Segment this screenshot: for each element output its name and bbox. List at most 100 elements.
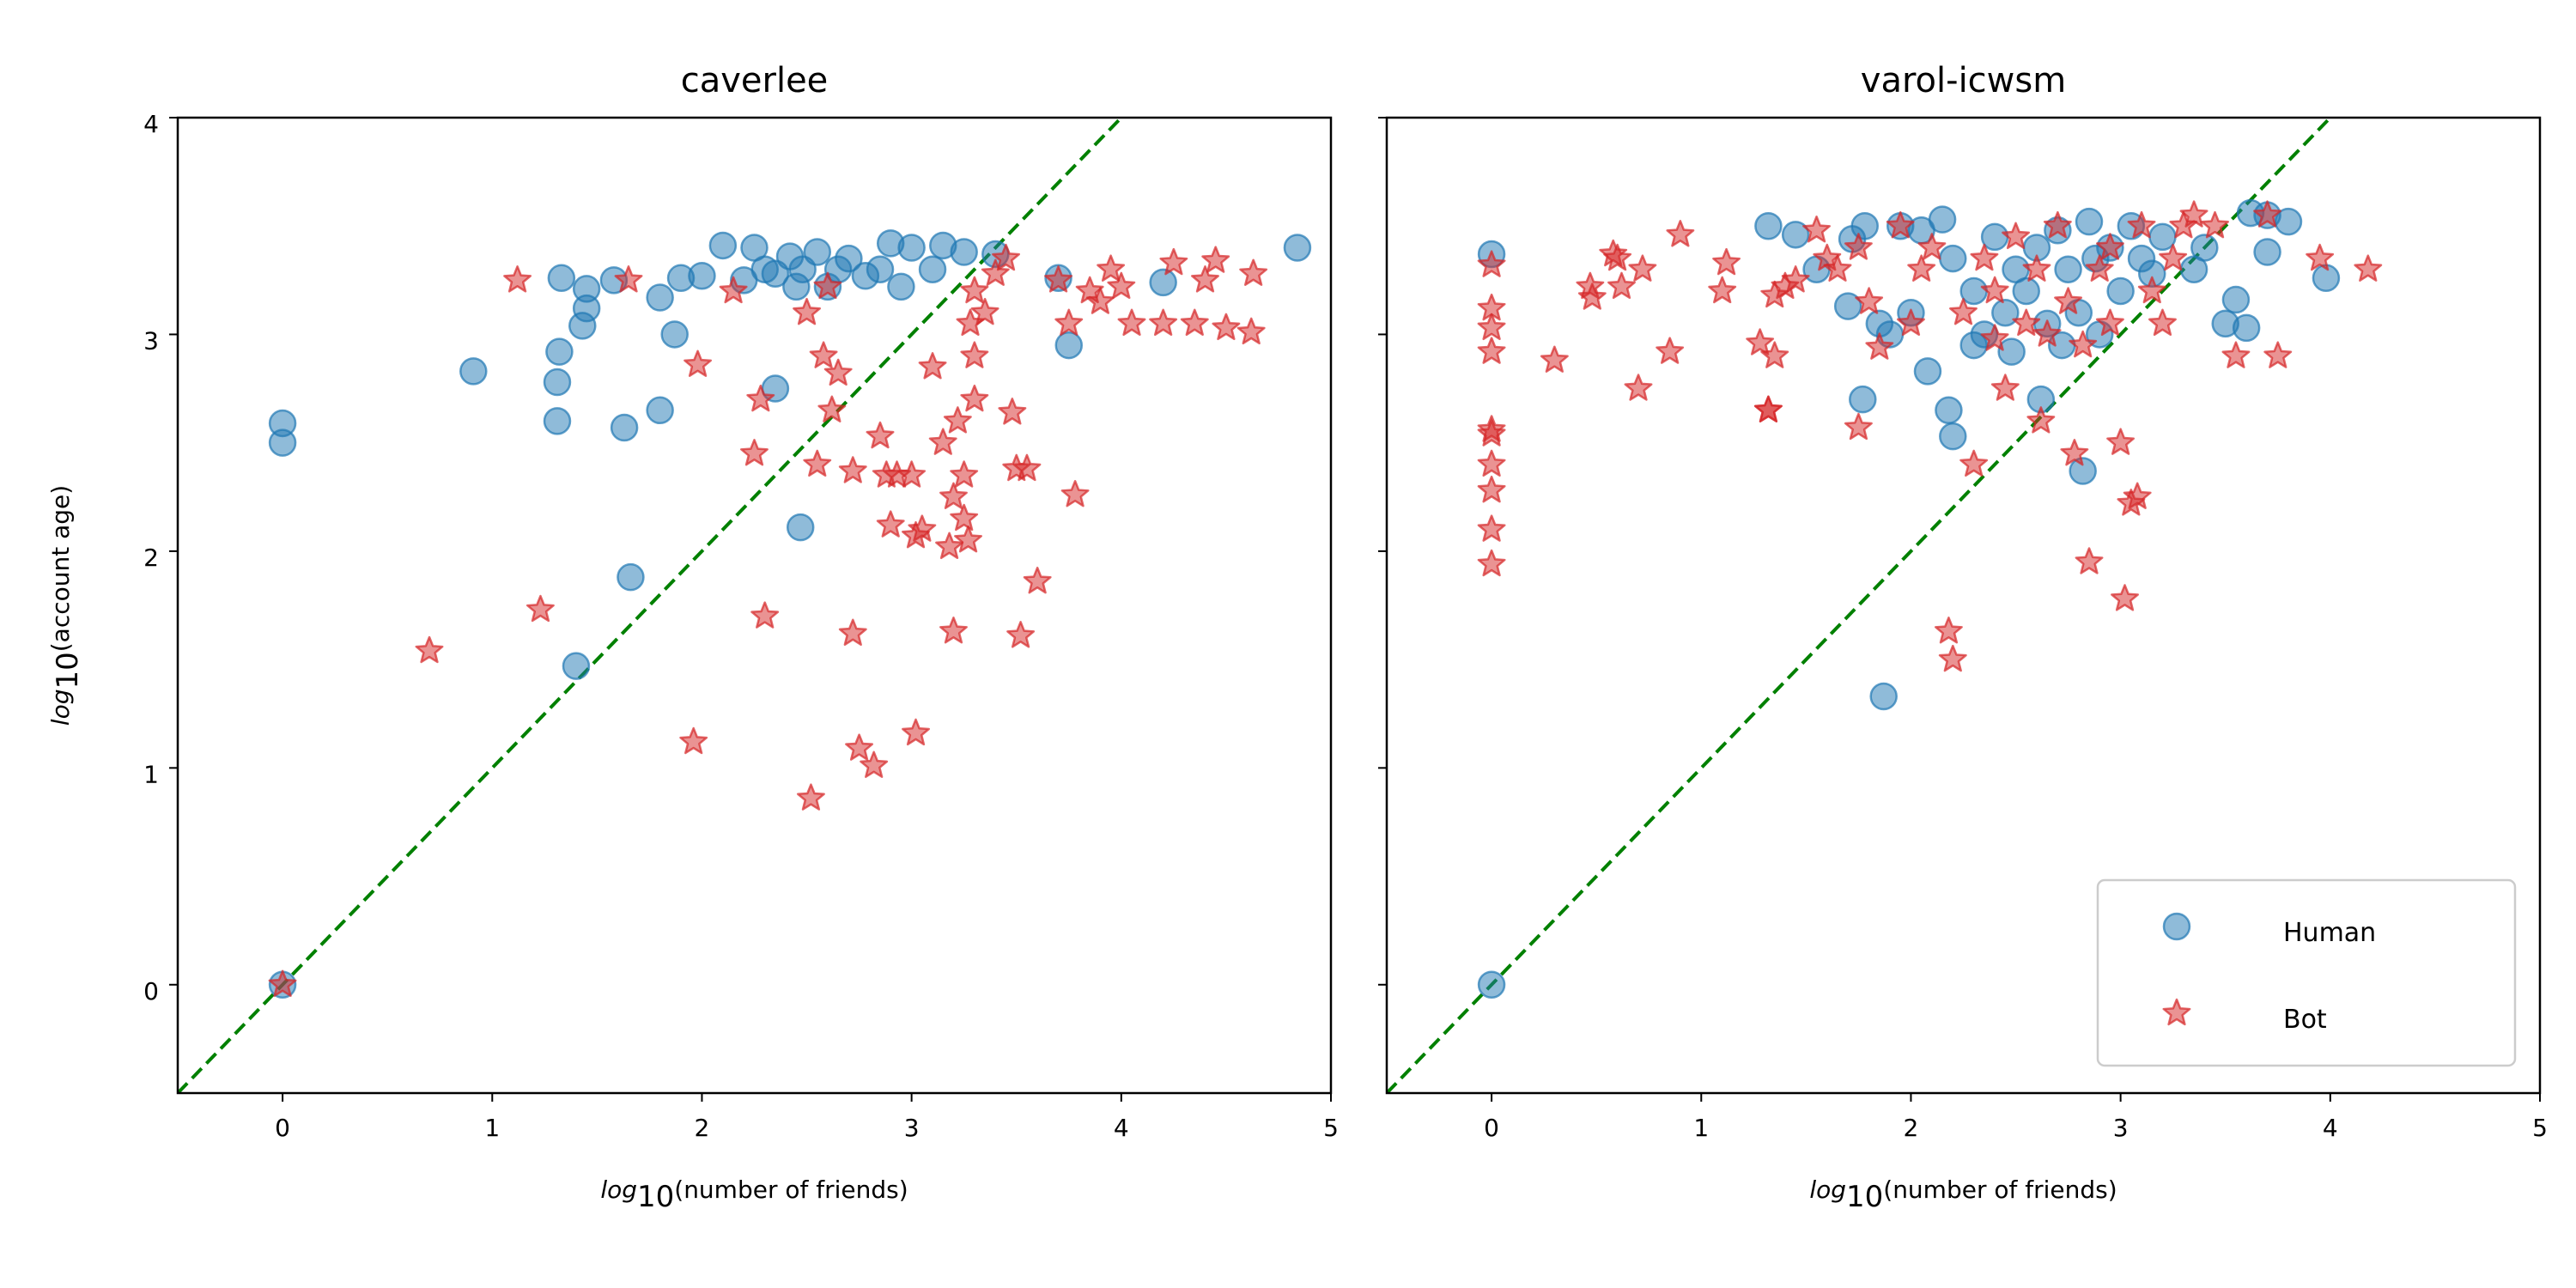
bot-point: [1180, 308, 1209, 337]
bot-point: [1760, 341, 1789, 368]
axes-frame: [1385, 116, 2542, 1095]
human-point: [543, 368, 572, 397]
bot-point: [1917, 233, 1947, 260]
bot-point: [2263, 341, 2293, 368]
human-point: [835, 244, 863, 273]
bot-point: [740, 439, 769, 466]
bot-point: [2085, 254, 2114, 282]
bot-point: [2026, 406, 2056, 434]
human-point: [897, 234, 926, 262]
bot-point: [939, 617, 968, 644]
human-point: [1959, 331, 1988, 360]
human-point: [2075, 207, 2104, 236]
bot-point: [1159, 247, 1188, 276]
bot-point: [2253, 200, 2282, 228]
bot-point: [1990, 374, 2020, 401]
bot-point: [1097, 254, 1126, 282]
bot-point: [1970, 243, 1999, 271]
bot-point: [683, 349, 713, 377]
bot-point: [2060, 439, 2089, 466]
bot-point: [960, 341, 989, 368]
bot-point: [992, 243, 1020, 271]
bot-point: [1802, 216, 1832, 243]
human-point: [459, 357, 488, 386]
human-point: [918, 255, 947, 283]
bot-point: [838, 456, 867, 483]
bot-point: [1980, 276, 2009, 304]
human-point: [1781, 221, 1810, 249]
human-point: [688, 262, 716, 290]
bot-point: [1577, 283, 1607, 310]
legend-human-marker: [2162, 912, 2191, 941]
human-point: [2274, 207, 2303, 236]
bot-point: [1477, 549, 1506, 577]
bot-point: [1477, 419, 1506, 447]
legend-bot-marker: [2162, 998, 2191, 1026]
bot-point: [803, 449, 832, 477]
bot-point: [503, 265, 532, 293]
bot-point: [1624, 374, 1653, 401]
bot-point: [935, 532, 964, 560]
bot-point: [954, 526, 983, 553]
bot-point: [845, 733, 874, 761]
x-tick-label: 2: [695, 1114, 710, 1142]
bot-point: [813, 271, 842, 300]
bot-point: [838, 618, 867, 647]
bot-point: [796, 783, 825, 811]
human-point: [708, 231, 738, 260]
legend: Human Bot: [2096, 878, 2517, 1067]
bot-point: [1212, 313, 1241, 341]
human-point: [2012, 276, 2041, 306]
bot-point: [1236, 317, 1266, 345]
human-point: [1477, 970, 1506, 999]
bot-point: [866, 421, 895, 449]
bot-point: [1477, 449, 1506, 477]
bot-point: [1934, 617, 1963, 644]
human-point: [1833, 292, 1862, 320]
bot-point: [793, 297, 822, 325]
bot-point: [679, 726, 708, 755]
human-point: [268, 428, 297, 457]
bot-point: [2095, 308, 2124, 337]
x-tick-label: 1: [484, 1114, 500, 1142]
bot-point: [817, 395, 847, 422]
bot-point: [1477, 337, 1506, 364]
bot-point: [860, 750, 889, 778]
bot-point: [2075, 547, 2104, 574]
bot-point: [2106, 428, 2136, 455]
bot-point: [1477, 475, 1506, 503]
bot-point: [2002, 222, 2031, 250]
bot-point: [1149, 308, 1178, 337]
x-tick-label: 4: [2323, 1114, 2338, 1142]
x-tick-label: 1: [1693, 1114, 1709, 1142]
bot-point: [1085, 287, 1115, 314]
bot-point: [1781, 265, 1810, 293]
bot-point: [1886, 210, 1915, 239]
bot-point: [876, 510, 905, 538]
bot-point: [1865, 332, 1894, 360]
human-point: [1913, 357, 1942, 386]
bot-point: [1823, 254, 1852, 282]
bot-point: [2221, 341, 2251, 368]
bot-point: [998, 398, 1027, 425]
bot-point: [1477, 250, 1506, 277]
plot-area: [178, 118, 1312, 1093]
human-point: [866, 255, 895, 283]
bot-point: [950, 503, 979, 532]
x-tick-label: 0: [275, 1114, 290, 1142]
bot-point: [2148, 308, 2177, 337]
bot-point: [1844, 412, 1873, 440]
human-point: [2054, 255, 2082, 283]
x-axis-label: log10(number of friends): [1809, 1176, 2117, 1214]
x-tick-label: 0: [1484, 1114, 1499, 1142]
bot-point: [970, 297, 999, 325]
bot-point: [268, 969, 297, 997]
human-point: [1754, 211, 1783, 240]
bot-point: [939, 482, 968, 509]
human-point: [1149, 268, 1177, 297]
bot-point: [2123, 482, 2152, 509]
legend-human-label: Human: [2283, 918, 2376, 948]
bot-point: [2069, 330, 2098, 358]
human-point: [562, 652, 591, 680]
